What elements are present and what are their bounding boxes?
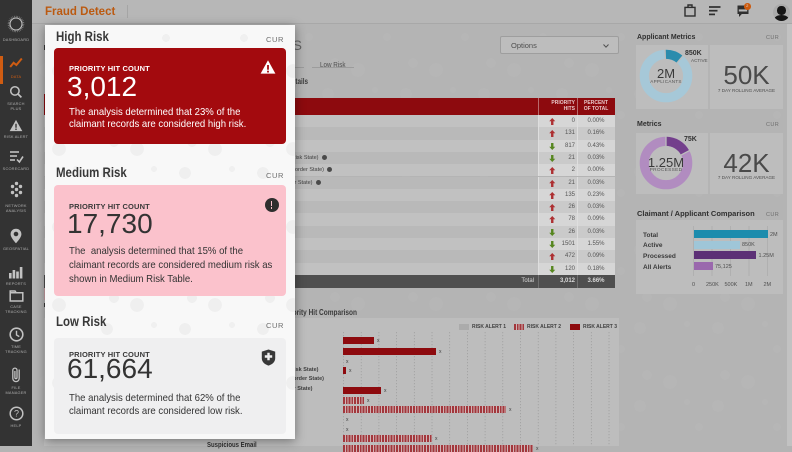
svg-text:?: ? — [13, 409, 18, 419]
